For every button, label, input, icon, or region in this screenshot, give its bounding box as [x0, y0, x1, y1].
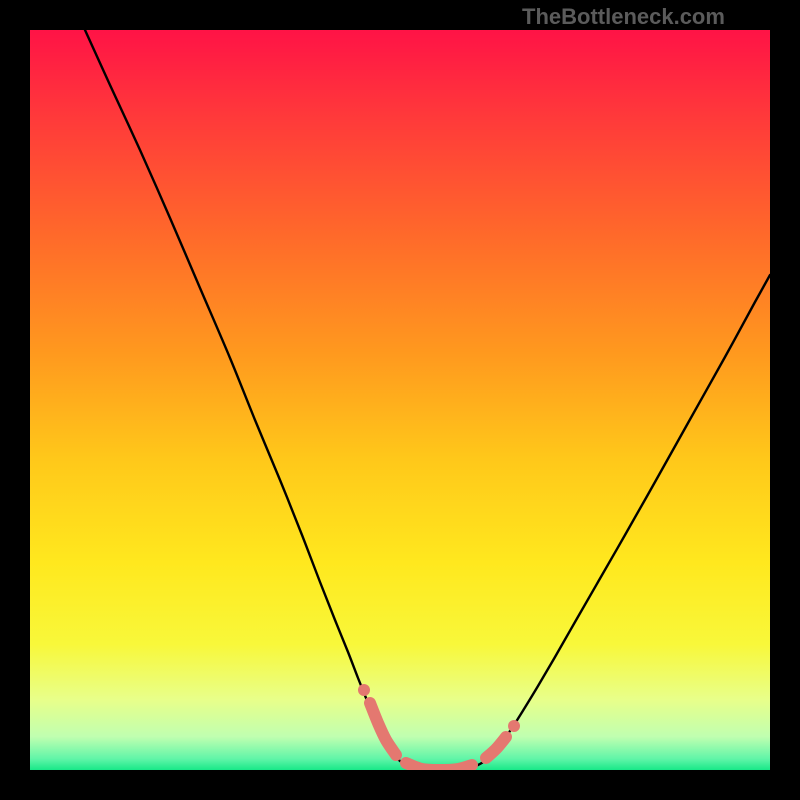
marker-dot-0	[358, 684, 370, 696]
marker-segment-1	[406, 763, 472, 770]
plot-area	[30, 30, 770, 770]
chart-svg	[30, 30, 770, 770]
gradient-background	[30, 30, 770, 770]
chart-frame: TheBottleneck.com	[0, 0, 800, 800]
marker-dot-1	[508, 720, 520, 732]
watermark-text: TheBottleneck.com	[522, 4, 725, 30]
